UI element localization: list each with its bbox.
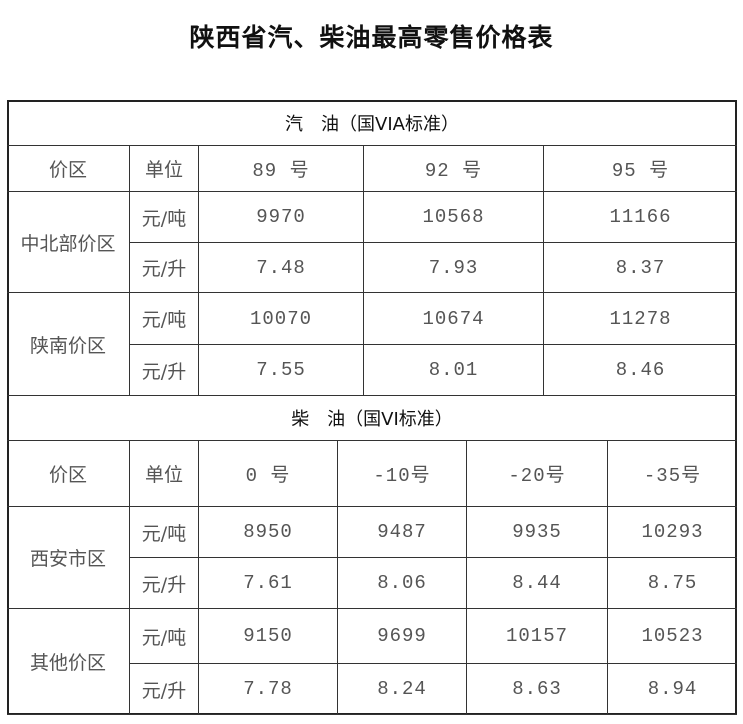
unit-cell: 元/升 xyxy=(130,243,199,293)
unit-cell: 元/吨 xyxy=(130,192,199,243)
unit-cell: 元/升 xyxy=(130,345,199,396)
column-header: -35号 xyxy=(608,441,737,507)
column-header: -10号 xyxy=(338,441,467,507)
region-name: 陕南价区 xyxy=(7,293,130,396)
region-name: 中北部价区 xyxy=(7,192,130,293)
page-title: 陕西省汽、柴油最高零售价格表 xyxy=(189,23,554,52)
column-header: 价区 xyxy=(7,441,130,507)
price-cell: 8.06 xyxy=(338,558,467,609)
price-cell: 8.75 xyxy=(608,558,737,609)
unit-cell: 元/升 xyxy=(130,664,199,715)
price-cell: 10523 xyxy=(608,609,737,664)
price-cell: 10568 xyxy=(364,192,544,243)
column-header: 单位 xyxy=(130,146,199,192)
price-cell: 7.61 xyxy=(199,558,338,609)
column-header: 0 号 xyxy=(199,441,338,507)
column-header: 95 号 xyxy=(544,146,737,192)
price-cell: 7.48 xyxy=(199,243,364,293)
price-cell: 7.78 xyxy=(199,664,338,715)
price-cell: 8950 xyxy=(199,507,338,558)
column-header: 89 号 xyxy=(199,146,364,192)
diesel-section-title: 柴 油（国VI标准） xyxy=(7,396,737,441)
price-cell: 9935 xyxy=(467,507,608,558)
column-header: 单位 xyxy=(130,441,199,507)
unit-cell: 元/吨 xyxy=(130,507,199,558)
price-cell: 9487 xyxy=(338,507,467,558)
price-cell: 8.01 xyxy=(364,345,544,396)
unit-cell: 元/吨 xyxy=(130,609,199,664)
gasoline-section-title: 汽 油（国VIA标准） xyxy=(7,100,737,146)
price-cell: 11278 xyxy=(544,293,737,345)
price-cell: 7.55 xyxy=(199,345,364,396)
price-cell: 8.46 xyxy=(544,345,737,396)
price-cell: 10157 xyxy=(467,609,608,664)
price-cell: 8.63 xyxy=(467,664,608,715)
price-cell: 8.37 xyxy=(544,243,737,293)
price-cell: 10674 xyxy=(364,293,544,345)
price-cell: 9150 xyxy=(199,609,338,664)
price-cell: 8.94 xyxy=(608,664,737,715)
column-header: 价区 xyxy=(7,146,130,192)
unit-cell: 元/升 xyxy=(130,558,199,609)
price-cell: 8.24 xyxy=(338,664,467,715)
price-cell: 10070 xyxy=(199,293,364,345)
region-name: 其他价区 xyxy=(7,609,130,715)
column-header: 92 号 xyxy=(364,146,544,192)
price-cell: 9699 xyxy=(338,609,467,664)
region-name: 西安市区 xyxy=(7,507,130,609)
price-cell: 7.93 xyxy=(364,243,544,293)
price-cell: 8.44 xyxy=(467,558,608,609)
unit-cell: 元/吨 xyxy=(130,293,199,345)
price-cell: 11166 xyxy=(544,192,737,243)
column-header: -20号 xyxy=(467,441,608,507)
price-cell: 10293 xyxy=(608,507,737,558)
price-cell: 9970 xyxy=(199,192,364,243)
